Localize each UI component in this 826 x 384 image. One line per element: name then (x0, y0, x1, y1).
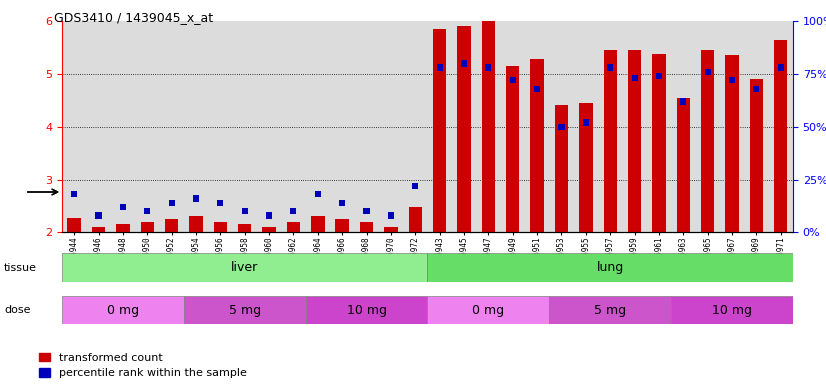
Text: 10 mg: 10 mg (347, 304, 387, 316)
Bar (729, 77, 735, 83)
Text: GDS3410 / 1439045_x_at: GDS3410 / 1439045_x_at (54, 12, 213, 25)
Bar (486, 65, 491, 71)
Bar (183, 296, 306, 324)
Bar (189, 217, 202, 232)
Bar (461, 60, 467, 66)
Bar (676, 98, 690, 232)
Bar (774, 40, 787, 232)
Bar (363, 208, 369, 214)
Text: 0 mg: 0 mg (472, 304, 505, 316)
Text: tissue: tissue (4, 263, 37, 273)
Text: lung: lung (596, 262, 624, 274)
Bar (705, 69, 710, 75)
Bar (71, 191, 77, 197)
Bar (96, 212, 102, 218)
Bar (388, 212, 394, 218)
Bar (753, 86, 759, 92)
Bar (778, 65, 784, 71)
Bar (145, 208, 150, 214)
Bar (558, 124, 564, 130)
Bar (510, 77, 515, 83)
Bar (116, 224, 130, 232)
Bar (628, 50, 641, 232)
Bar (555, 104, 568, 232)
Bar (701, 50, 714, 232)
Bar (437, 65, 443, 71)
Text: liver: liver (231, 262, 259, 274)
Bar (335, 219, 349, 232)
Bar (120, 204, 126, 210)
Bar (62, 253, 428, 282)
Bar (140, 222, 154, 232)
Text: 5 mg: 5 mg (229, 304, 261, 316)
Bar (169, 200, 174, 206)
Bar (482, 21, 495, 232)
Bar (604, 50, 617, 232)
Bar (412, 183, 418, 189)
Bar (433, 29, 446, 232)
Bar (409, 207, 422, 232)
Bar (725, 55, 738, 232)
Bar (549, 296, 671, 324)
Bar (583, 119, 589, 126)
Bar (506, 66, 520, 232)
Bar (193, 195, 199, 202)
Bar (165, 219, 178, 232)
Bar (681, 98, 686, 104)
Bar (360, 222, 373, 232)
Bar (242, 208, 248, 214)
Bar (339, 200, 345, 206)
Bar (607, 65, 613, 71)
Bar (653, 54, 666, 232)
Bar (291, 208, 297, 214)
Text: 0 mg: 0 mg (107, 304, 139, 316)
Bar (428, 253, 793, 282)
Bar (579, 103, 592, 232)
Bar (287, 222, 300, 232)
Bar (311, 217, 325, 232)
Bar (266, 212, 272, 218)
Bar (263, 227, 276, 232)
Bar (315, 191, 320, 197)
Text: 5 mg: 5 mg (594, 304, 626, 316)
Legend: transformed count, percentile rank within the sample: transformed count, percentile rank withi… (39, 353, 246, 379)
Bar (632, 75, 638, 81)
Bar (428, 296, 549, 324)
Bar (238, 224, 251, 232)
Bar (534, 86, 540, 92)
Text: 10 mg: 10 mg (712, 304, 752, 316)
Bar (92, 227, 105, 232)
Bar (214, 222, 227, 232)
Bar (656, 73, 662, 79)
Bar (62, 296, 183, 324)
Bar (530, 59, 544, 232)
Bar (306, 296, 428, 324)
Bar (750, 79, 763, 232)
Bar (671, 296, 793, 324)
Bar (217, 200, 223, 206)
Bar (458, 26, 471, 232)
Bar (68, 217, 81, 232)
Bar (384, 227, 397, 232)
Text: dose: dose (4, 305, 31, 315)
